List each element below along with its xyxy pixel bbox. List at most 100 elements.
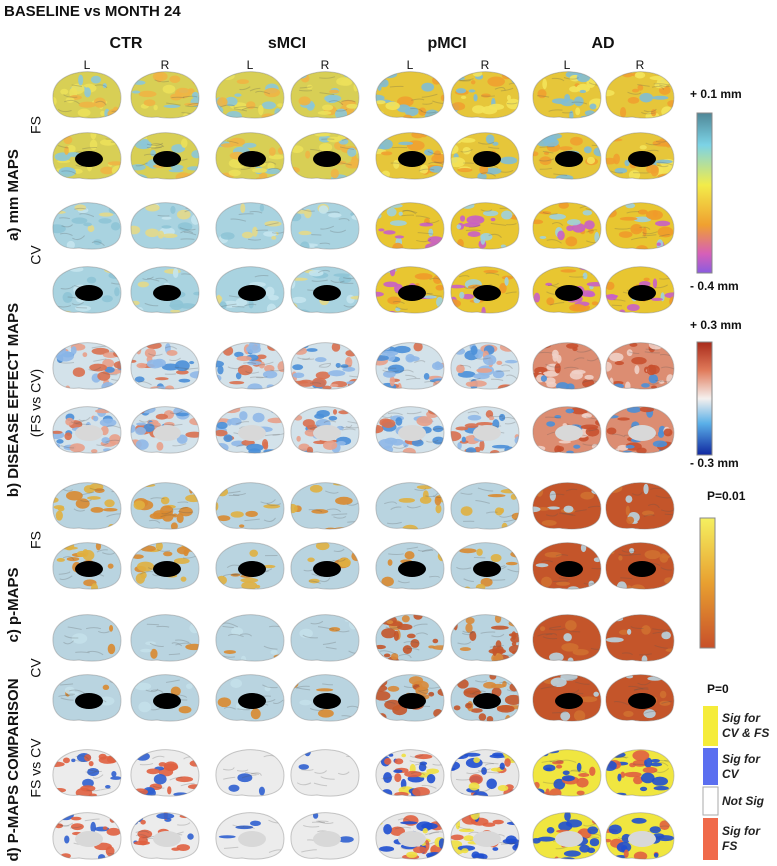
brain-patch bbox=[246, 443, 264, 452]
brain-sulcus bbox=[250, 376, 264, 379]
brain-outline bbox=[605, 342, 675, 390]
brain-patch bbox=[589, 766, 596, 777]
brain-sulcus bbox=[571, 101, 588, 105]
brain-patch bbox=[218, 835, 236, 839]
brain-patch bbox=[632, 750, 650, 761]
brain-sulcus bbox=[171, 506, 188, 510]
brain-patch bbox=[481, 93, 491, 98]
brain-patch bbox=[52, 202, 60, 209]
brain-outline bbox=[130, 71, 200, 119]
brain-map bbox=[375, 812, 444, 860]
brain-sulcus bbox=[457, 641, 472, 645]
brain-outline bbox=[375, 812, 445, 860]
brain-patch bbox=[130, 383, 140, 390]
brain-patch bbox=[299, 699, 312, 706]
brain-patch bbox=[186, 683, 193, 689]
colorbar-min: - 0.3 mm bbox=[690, 456, 739, 470]
brain-sulcus bbox=[96, 442, 109, 446]
brain-map bbox=[290, 71, 359, 119]
brain-outline bbox=[215, 342, 285, 390]
brain-sulcus bbox=[395, 826, 411, 830]
brain-sulcus bbox=[247, 238, 262, 241]
brain-patch bbox=[304, 749, 311, 757]
brain-sulcus bbox=[387, 412, 403, 416]
brain-sulcus bbox=[313, 782, 328, 787]
brain-sulcus bbox=[432, 762, 444, 766]
brain-patch bbox=[89, 363, 107, 372]
brain-outline bbox=[215, 749, 285, 797]
brain-hole bbox=[398, 285, 426, 301]
section-sublabel: CV bbox=[28, 245, 44, 265]
brain-patch bbox=[467, 414, 482, 421]
brain-patch bbox=[237, 773, 253, 783]
brain-patch bbox=[481, 306, 486, 314]
brain-hole bbox=[153, 285, 181, 301]
brain-sulcus bbox=[389, 85, 404, 88]
brain-patch bbox=[459, 548, 477, 554]
brain-patch bbox=[252, 412, 265, 423]
brain-patch bbox=[271, 235, 277, 240]
brain-patch bbox=[416, 821, 433, 832]
brain-patch bbox=[316, 409, 330, 418]
brain-patch bbox=[511, 73, 519, 78]
brain-patch bbox=[215, 202, 224, 211]
brain-patch bbox=[594, 202, 601, 210]
brain-patch bbox=[404, 770, 422, 778]
brain-patch bbox=[52, 342, 63, 349]
brain-patch bbox=[559, 146, 573, 151]
brain-sulcus bbox=[469, 377, 481, 381]
brain-sulcus bbox=[335, 108, 348, 112]
brain-sulcus bbox=[467, 411, 480, 415]
brain-patch bbox=[537, 836, 556, 842]
brain-sulcus bbox=[155, 277, 168, 282]
brain-patch bbox=[485, 410, 494, 419]
brain-patch bbox=[66, 240, 75, 250]
brain-patch bbox=[161, 216, 172, 220]
brain-outline bbox=[290, 749, 360, 797]
brain-patch bbox=[571, 369, 586, 375]
brain-patch bbox=[544, 749, 560, 754]
brain-sulcus bbox=[610, 170, 623, 174]
brain-patch bbox=[102, 684, 110, 690]
brain-patch bbox=[378, 228, 385, 232]
legend-swatch bbox=[703, 748, 718, 785]
brain-patch bbox=[153, 104, 158, 111]
brain-patch bbox=[99, 696, 115, 706]
brain-map bbox=[52, 71, 121, 119]
brain-sulcus bbox=[322, 641, 337, 645]
brain-surface bbox=[215, 749, 284, 797]
brain-patch bbox=[586, 156, 596, 165]
brain-patch bbox=[130, 225, 141, 235]
brain-patch bbox=[145, 162, 151, 167]
brain-sulcus bbox=[551, 77, 565, 82]
brain-patch bbox=[102, 83, 107, 89]
brain-sulcus bbox=[539, 167, 553, 170]
brain-patch bbox=[605, 637, 624, 643]
brain-patch bbox=[71, 217, 88, 224]
brain-hole bbox=[238, 151, 266, 167]
brain-sulcus bbox=[655, 495, 672, 499]
brain-patch bbox=[99, 418, 117, 427]
brain-outline bbox=[52, 406, 122, 454]
brain-sulcus bbox=[241, 774, 257, 779]
brain-map bbox=[532, 614, 601, 662]
brain-sulcus bbox=[647, 503, 660, 509]
brain-patch bbox=[394, 791, 409, 797]
brain-patch bbox=[573, 96, 584, 107]
brain-sulcus bbox=[488, 233, 502, 239]
brain-hole bbox=[313, 831, 341, 847]
brain-patch bbox=[146, 768, 160, 775]
brain-patch bbox=[605, 483, 623, 493]
brain-patch bbox=[495, 640, 502, 649]
brain-sulcus bbox=[414, 763, 428, 769]
brain-patch bbox=[468, 89, 476, 93]
brain-outline bbox=[215, 132, 285, 180]
brain-patch bbox=[308, 269, 324, 277]
brain-sulcus bbox=[657, 164, 669, 168]
brain-sulcus bbox=[652, 631, 666, 634]
brain-patch bbox=[504, 202, 518, 206]
brain-sulcus bbox=[336, 365, 352, 369]
brain-hole bbox=[398, 425, 426, 441]
brain-patch bbox=[618, 555, 623, 561]
brain-patch bbox=[593, 147, 601, 157]
